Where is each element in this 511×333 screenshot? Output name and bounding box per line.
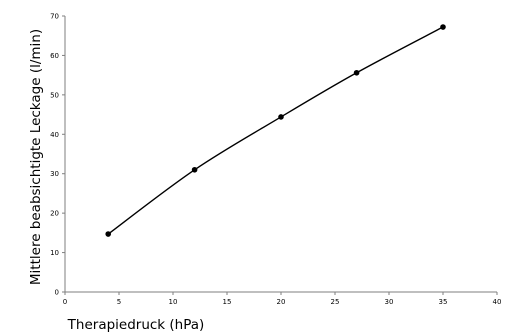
series-group	[105, 24, 446, 237]
y-tick-label: 70	[50, 13, 59, 21]
x-tick-label: 5	[117, 298, 121, 306]
series-line	[107, 26, 444, 235]
x-tick-label: 10	[169, 298, 178, 306]
data-point	[105, 231, 111, 237]
y-axis-ticks: 0 10 20 30 40 50 60 70	[50, 13, 65, 297]
y-tick-label: 0	[55, 289, 59, 297]
x-tick-label: 15	[223, 298, 232, 306]
y-tick-label: 50	[50, 91, 59, 99]
data-point	[440, 24, 446, 30]
x-tick-label: 0	[63, 298, 67, 306]
y-tick-label: 30	[50, 170, 59, 178]
y-tick-label: 20	[50, 210, 59, 218]
y-tick-label: 40	[50, 131, 59, 139]
y-tick-label: 60	[50, 52, 59, 60]
x-tick-label: 25	[331, 298, 340, 306]
x-tick-label: 20	[277, 298, 286, 306]
x-axis-ticks: 0 5 10 15 20 25 30 35 40	[63, 292, 502, 306]
x-tick-label: 35	[439, 298, 448, 306]
data-point	[278, 114, 284, 120]
data-point	[191, 166, 198, 173]
x-tick-label: 40	[493, 298, 502, 306]
data-point	[353, 69, 360, 76]
x-axis-title: Therapiedruck (hPa)	[67, 317, 205, 333]
x-tick-label: 30	[385, 298, 394, 306]
y-tick-label: 10	[50, 249, 59, 257]
plot-area: 0 10 20 30 40 50 60 70 0 5 10 15 20 25 30 35 40	[50, 13, 501, 307]
y-axis-title: Mittlere beabsichtigte Leckage (l/min)	[28, 29, 44, 285]
